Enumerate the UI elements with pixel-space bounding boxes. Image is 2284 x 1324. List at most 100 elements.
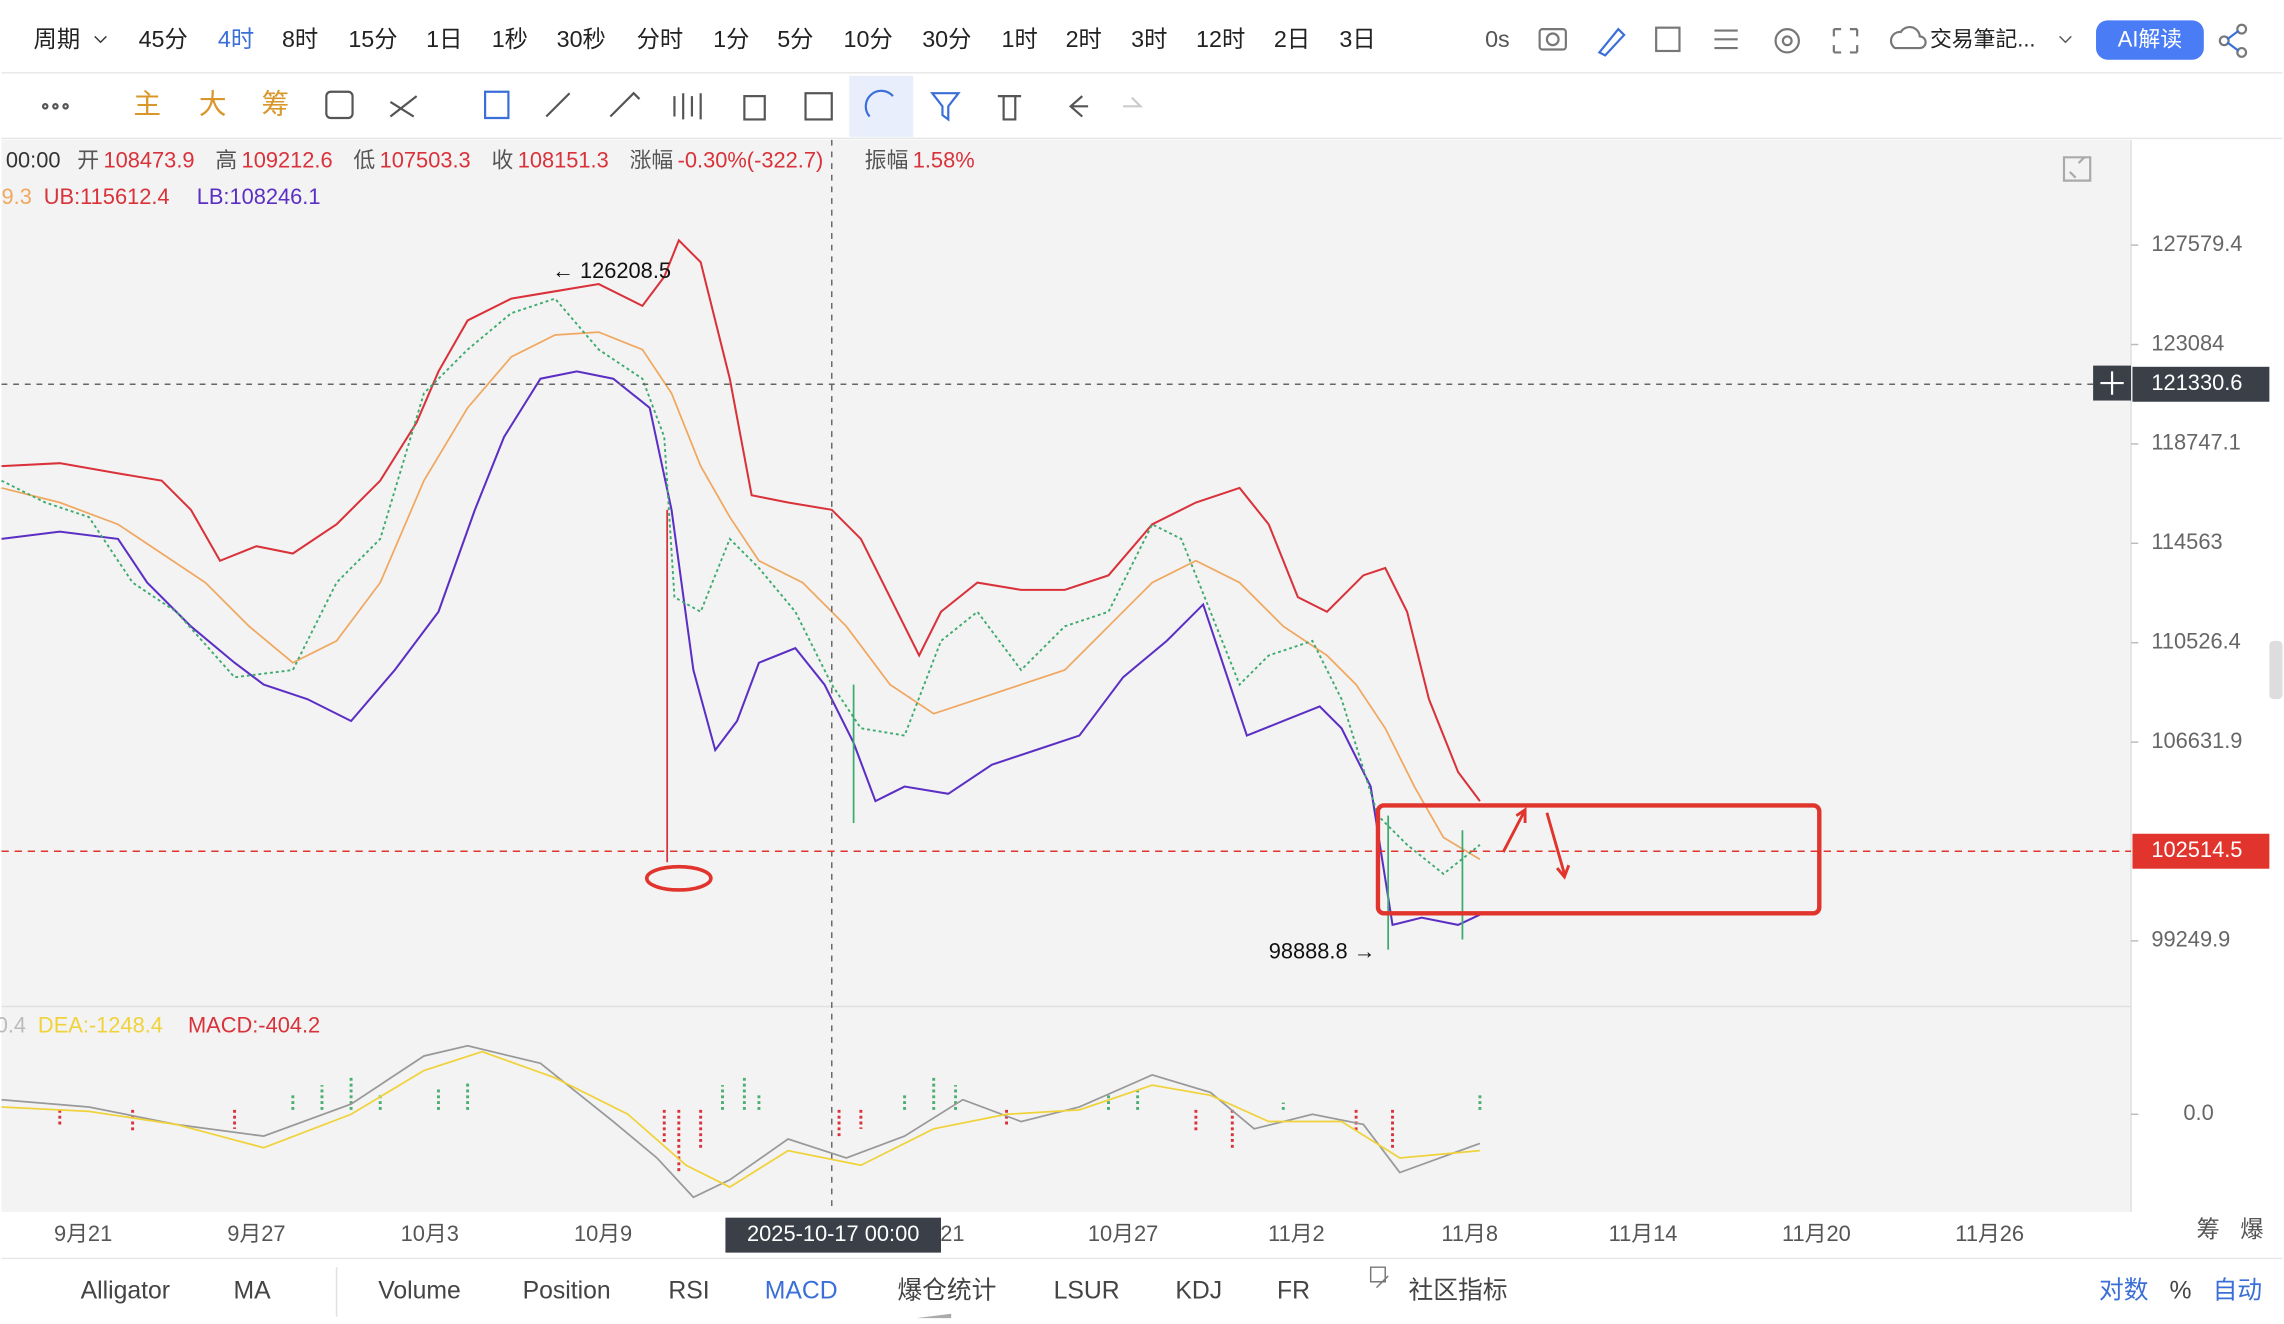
side-label[interactable]: 爆 [2240,1216,2263,1242]
x-tick-label: 9月21 [54,1221,112,1246]
x-tick-label: 10月27 [1088,1221,1158,1246]
side-handle[interactable] [2269,640,2283,700]
x-tick-label: 11月2 [1268,1221,1325,1246]
period-label[interactable]: 周期 [34,26,81,52]
period-tab[interactable]: 2时 [1066,26,1102,52]
period-tab[interactable]: 5分 [777,26,813,52]
indicator-toggle[interactable]: 筹 [262,89,290,120]
upper-band [1,238,1481,802]
scale-option[interactable]: 自动 [2213,1277,2263,1305]
info-time: 00:00 [6,147,61,172]
period-tab[interactable]: 1分 [713,26,749,52]
current-price-tag [2132,833,2270,869]
period-tab[interactable]: 30秒 [557,26,606,52]
green-wick [852,684,1464,950]
x-tick-label: 9月27 [227,1221,285,1246]
info-label: 高 [215,147,237,172]
ai-button-bg[interactable] [2096,20,2204,60]
boll-mid: 9.3 [2,184,32,209]
indicator-tab[interactable]: LSUR [1054,1278,1120,1305]
side-label[interactable]: 筹 [2197,1216,2220,1242]
period-tab[interactable]: 分时 [637,26,684,52]
period-tab[interactable]: 3日 [1339,26,1375,52]
info-value: -0.30%(-322.7) [678,147,824,172]
y-tick-label: 118747.1 [2151,430,2240,455]
arrow-annotations [1501,807,1571,880]
circle-annotation [644,864,713,892]
indicator-toggle[interactable]: 大 [199,89,227,120]
high-annotation: ← 126208.5 [552,258,671,283]
crosshair-time-label: 2025-10-17 00:00 [747,1221,919,1246]
toolbar2-icons [41,75,2092,182]
period-tab[interactable]: 15分 [348,26,397,52]
x-tick-label: 11月26 [1955,1221,2024,1246]
period-tab[interactable]: 45分 [139,26,188,52]
indicator-tab[interactable]: MACD [765,1278,838,1305]
lower-band [1,370,1481,927]
y-tick-label: 99249.9 [2151,927,2230,952]
box-annotation [1375,803,1822,916]
info-label: 低 [353,147,375,172]
trade-notes[interactable]: 交易筆記... [1930,27,2036,52]
period-tab[interactable]: 4时 [218,26,254,52]
tab-indicator [916,1313,952,1319]
dea-line [1,1050,1480,1189]
chevron [94,35,107,44]
boll-ub: UB:115612.4 [44,184,170,209]
crosshair-plus[interactable] [2100,371,2124,395]
y-tick-label: 123084 [2151,330,2224,355]
indicator-tab[interactable]: 爆仓统计 [897,1277,996,1305]
x-tick-label: 10月3 [401,1221,459,1246]
x-tick-label: 10月9 [574,1221,632,1246]
period-tab[interactable]: 1秒 [492,26,528,52]
info-label: 涨幅 [630,147,674,172]
low-annotation: 98888.8 → [1269,938,1376,963]
indicator-tab[interactable]: Alligator [81,1278,170,1305]
info-label: 振幅 [865,147,909,172]
indicator-tab[interactable]: 社区指标 [1409,1277,1508,1305]
community-icon [1369,1266,1389,1289]
toolbar-icons [1538,23,2248,58]
macd-histogram-positive [291,1077,1482,1110]
middle-band [1,331,1481,861]
info-value: 108151.3 [518,147,609,172]
macd-histogram-negative [58,1109,1394,1173]
price-path [1,297,1481,876]
indicator-tab[interactable]: Volume [378,1278,461,1305]
period-tab[interactable]: 1日 [426,26,462,52]
period-tab[interactable]: 8时 [282,26,318,52]
macd-dif: 0.4 [0,1013,26,1038]
crosshair-price-tag [2132,366,2270,402]
indicator-tab[interactable]: KDJ [1175,1278,1222,1305]
period-tab[interactable]: 30分 [922,26,971,52]
info-value: 1.58% [913,147,975,172]
scale-option[interactable]: 对数 [2099,1277,2149,1305]
period-tab[interactable]: 2日 [1274,26,1310,52]
price-curves [1,238,1481,950]
indicator-tab[interactable]: RSI [668,1278,709,1305]
boll-lb: LB:108246.1 [197,184,321,209]
y-tick-label: 110526.4 [2151,628,2240,653]
countdown: 0s [1485,26,1510,52]
crosshair-time-tag [725,1217,941,1253]
x-tick-label: 11月8 [1441,1221,1498,1246]
indicator-tab[interactable]: FR [1277,1278,1310,1305]
x-tick-label: 11月14 [1609,1221,1678,1246]
scale-option[interactable]: % [2170,1278,2192,1305]
chevron [2059,35,2072,44]
current-price-label: 102514.5 [2151,837,2242,862]
indicator-tab[interactable]: MA [233,1278,271,1305]
info-value: 107503.3 [380,147,471,172]
period-tab[interactable]: 1时 [1002,26,1038,52]
ai-button[interactable]: AI解读 [2118,27,2182,52]
indicator-tab[interactable]: Position [523,1278,611,1305]
info-label: 开 [77,147,99,172]
x-tick-label: 11月20 [1782,1221,1851,1246]
indicator-toggle[interactable]: 主 [133,89,161,120]
period-tab[interactable]: 10分 [844,26,893,52]
y-tick-label: 106631.9 [2151,728,2242,753]
period-tab[interactable]: 3时 [1131,26,1167,52]
period-tab[interactable]: 12时 [1196,26,1245,52]
chart-area [1,139,2131,1212]
